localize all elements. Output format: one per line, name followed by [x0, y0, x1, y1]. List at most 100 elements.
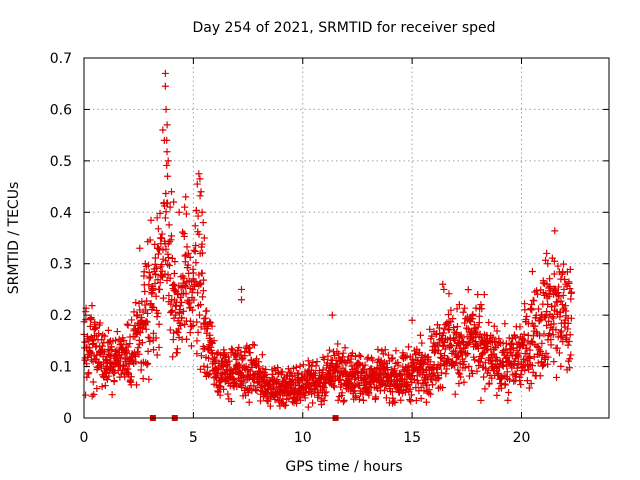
- data-point: [192, 278, 200, 286]
- data-point: [133, 311, 141, 319]
- data-point: [566, 285, 574, 293]
- data-point-outlier: [480, 291, 488, 299]
- data-point: [381, 386, 389, 394]
- data-point: [269, 377, 277, 385]
- data-point: [458, 337, 466, 345]
- data-point: [90, 390, 98, 398]
- data-point: [429, 381, 437, 389]
- data-point: [521, 300, 529, 308]
- data-point: [489, 333, 497, 341]
- data-point: [96, 319, 104, 327]
- data-point: [144, 261, 152, 269]
- data-point: [117, 354, 125, 362]
- data-point: [189, 286, 197, 294]
- data-point: [159, 294, 167, 302]
- data-point: [249, 341, 257, 349]
- data-point: [234, 360, 242, 368]
- data-point: [542, 349, 550, 357]
- data-point: [158, 261, 166, 269]
- data-point: [507, 349, 515, 357]
- data-point: [165, 221, 173, 229]
- data-point: [165, 292, 173, 300]
- data-point: [166, 274, 174, 282]
- data-point: [320, 355, 328, 363]
- data-point: [228, 345, 236, 353]
- data-point: [227, 397, 235, 405]
- data-point: [200, 276, 208, 284]
- data-point: [266, 402, 274, 410]
- data-point: [461, 364, 469, 372]
- data-point: [372, 393, 380, 401]
- data-point: [169, 336, 177, 344]
- data-point: [474, 291, 482, 299]
- data-point: [363, 355, 371, 363]
- data-point: [355, 395, 363, 403]
- data-point: [535, 305, 543, 313]
- data-point-outlier: [168, 188, 175, 196]
- data-point: [431, 349, 439, 357]
- data-point: [190, 246, 198, 254]
- data-point: [161, 214, 169, 222]
- data-point: [176, 302, 184, 310]
- data-point: [490, 322, 498, 330]
- data-point: [216, 377, 224, 385]
- data-point: [325, 346, 333, 354]
- data-point: [472, 304, 480, 312]
- data-point: [153, 351, 161, 359]
- data-point: [143, 361, 151, 369]
- data-point: [540, 361, 548, 369]
- data-point: [126, 340, 134, 348]
- data-point: [206, 318, 214, 326]
- data-point: [451, 390, 459, 398]
- data-point: [130, 308, 138, 316]
- data-point: [567, 351, 575, 359]
- data-point: [88, 392, 96, 400]
- data-point: [560, 260, 568, 268]
- data-point: [360, 396, 368, 404]
- data-point: [293, 399, 301, 407]
- data-point-outlier: [170, 198, 178, 206]
- data-point: [229, 369, 237, 377]
- data-point: [339, 353, 347, 361]
- data-point: [538, 339, 546, 347]
- data-point: [506, 376, 514, 384]
- data-point: [319, 366, 327, 374]
- data-point: [156, 286, 164, 294]
- data-point: [120, 337, 128, 345]
- data-point: [180, 274, 188, 282]
- data-point-outlier: [557, 275, 565, 283]
- data-point: [534, 290, 542, 298]
- data-point: [352, 393, 360, 401]
- data-point: [176, 294, 184, 302]
- data-point: [480, 373, 488, 381]
- data-point: [147, 300, 155, 308]
- data-point: [477, 396, 485, 404]
- data-point: [473, 367, 481, 375]
- data-point: [476, 330, 484, 338]
- data-point: [339, 398, 347, 406]
- data-point: [346, 379, 354, 387]
- data-point: [426, 358, 434, 366]
- data-point: [213, 350, 221, 358]
- data-point: [461, 319, 469, 327]
- data-point-outlier: [197, 188, 205, 196]
- data-point: [567, 314, 575, 322]
- data-point: [244, 389, 252, 397]
- data-point: [553, 298, 561, 306]
- data-point: [406, 385, 414, 393]
- data-point-outlier: [195, 170, 203, 178]
- data-point: [471, 356, 479, 364]
- data-point: [215, 365, 223, 373]
- data-point: [374, 345, 382, 353]
- data-point-outlier: [157, 234, 165, 242]
- data-point: [412, 397, 420, 405]
- data-point: [407, 397, 415, 405]
- data-point: [170, 314, 178, 322]
- data-point: [548, 313, 556, 321]
- data-point: [159, 246, 167, 254]
- data-point: [145, 274, 153, 282]
- data-point: [357, 352, 365, 360]
- data-point: [549, 314, 557, 322]
- data-point: [468, 333, 476, 341]
- data-point: [199, 287, 207, 295]
